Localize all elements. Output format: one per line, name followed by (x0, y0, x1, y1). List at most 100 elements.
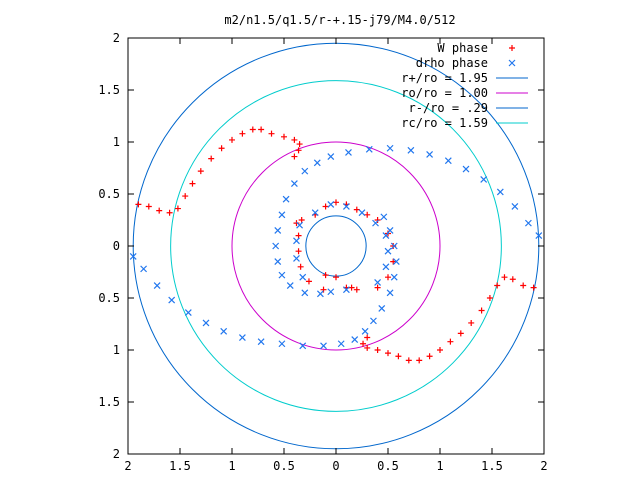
x-tick-label-1: 1.5 (169, 459, 191, 473)
y-tick-label-3: 0.5 (98, 187, 120, 201)
point-1-45 (286, 282, 294, 289)
point-0-29 (447, 338, 454, 345)
point-1-43 (274, 258, 282, 266)
point-1-46 (301, 289, 309, 297)
legend-label-5: rc/ro = 1.59 (401, 116, 488, 130)
point-0-41 (322, 203, 329, 210)
chart-title: m2/n1.5/q1.5/r-+.15-j79/M4.0/512 (224, 13, 455, 27)
point-1-9 (278, 340, 286, 348)
point-1-4 (184, 309, 192, 316)
point-0-20 (530, 284, 537, 291)
point-0-57 (385, 274, 391, 281)
legend-swatch-0 (509, 45, 515, 51)
legend-label-1: drho phase (416, 56, 488, 70)
point-1-3 (168, 296, 176, 304)
y-tick-label-6: 1 (113, 343, 120, 357)
point-1-54 (296, 221, 304, 229)
point-0-10 (229, 136, 235, 143)
point-0-39 (364, 334, 371, 341)
point-0-16 (291, 136, 298, 143)
point-1-20 (390, 242, 398, 250)
point-1-42 (272, 242, 280, 250)
point-1-38 (290, 180, 298, 188)
point-1-21 (386, 226, 394, 234)
point-0-13 (258, 126, 265, 133)
point-1-62 (374, 278, 382, 286)
x-tick-label-7: 1.5 (481, 459, 503, 473)
point-0-49 (297, 263, 304, 270)
point-0-4 (174, 205, 181, 212)
x-tick-label-2: 1 (228, 459, 235, 473)
point-0-11 (239, 130, 246, 137)
y-tick-label-8: 2 (113, 447, 120, 461)
point-0-44 (353, 206, 360, 213)
point-1-39 (282, 195, 290, 203)
point-1-55 (293, 237, 300, 245)
point-1-57 (299, 273, 307, 281)
point-0-36 (374, 347, 381, 353)
point-1-44 (278, 271, 286, 279)
x-tick-label-3: 0.5 (273, 459, 295, 473)
point-0-2 (156, 207, 163, 214)
point-1-28 (462, 165, 470, 173)
point-1-47 (316, 290, 324, 298)
series-1 (129, 144, 543, 350)
circle-3 (170, 80, 502, 412)
point-0-28 (457, 330, 464, 337)
point-1-29 (444, 157, 452, 165)
point-0-42 (333, 199, 339, 206)
point-0-21 (520, 282, 527, 289)
series-0 (135, 126, 537, 364)
point-1-2 (153, 282, 161, 289)
point-0-0 (135, 201, 142, 208)
point-1-36 (313, 159, 321, 167)
point-1-23 (535, 232, 543, 240)
point-0-32 (416, 357, 423, 364)
point-1-22 (380, 213, 388, 221)
point-1-50 (311, 209, 319, 217)
point-1-34 (345, 148, 352, 156)
point-0-31 (426, 353, 433, 360)
point-1-5 (202, 319, 210, 327)
point-1-52 (342, 203, 350, 210)
legend-swatch-1 (508, 59, 516, 67)
point-1-19 (392, 258, 400, 266)
legend-label-3: ro/ro = 1.00 (401, 86, 488, 100)
point-0-30 (437, 347, 443, 353)
x-tick-label-5: 0.5 (377, 459, 399, 473)
point-0-24 (494, 282, 501, 289)
point-0-58 (374, 284, 381, 291)
point-0-3 (166, 209, 173, 216)
point-0-27 (468, 319, 475, 326)
point-0-6 (189, 180, 196, 187)
point-1-11 (320, 342, 327, 350)
point-1-41 (274, 226, 282, 234)
point-1-37 (301, 167, 309, 175)
point-1-30 (426, 151, 434, 158)
point-0-25 (486, 295, 493, 301)
y-tick-label-4: 0 (113, 239, 120, 253)
point-0-26 (478, 307, 485, 314)
point-1-15 (370, 317, 377, 325)
point-0-35 (385, 350, 391, 357)
point-0-1 (145, 203, 152, 210)
point-0-15 (281, 133, 287, 140)
point-0-17 (296, 141, 303, 148)
point-1-40 (278, 211, 286, 219)
y-axis-ticks: 2 1.5 1 0.5 0 0.5 1 1.5 2 (98, 31, 544, 461)
point-1-0 (129, 252, 137, 260)
point-0-19 (291, 153, 298, 160)
point-0-50 (305, 278, 312, 285)
y-tick-label-2: 1 (113, 135, 120, 149)
point-0-33 (405, 357, 412, 364)
point-0-7 (197, 168, 204, 175)
x-tick-label-8: 2 (540, 459, 547, 473)
point-1-17 (386, 289, 394, 297)
y-tick-label-7: 1.5 (98, 395, 120, 409)
y-tick-label-0: 2 (113, 31, 120, 45)
x-axis-ticks: 2 1.5 1 0.5 0 0.5 1 1.5 2 (124, 38, 548, 473)
point-1-10 (299, 342, 307, 350)
x-tick-label-4: 0 (332, 459, 339, 473)
